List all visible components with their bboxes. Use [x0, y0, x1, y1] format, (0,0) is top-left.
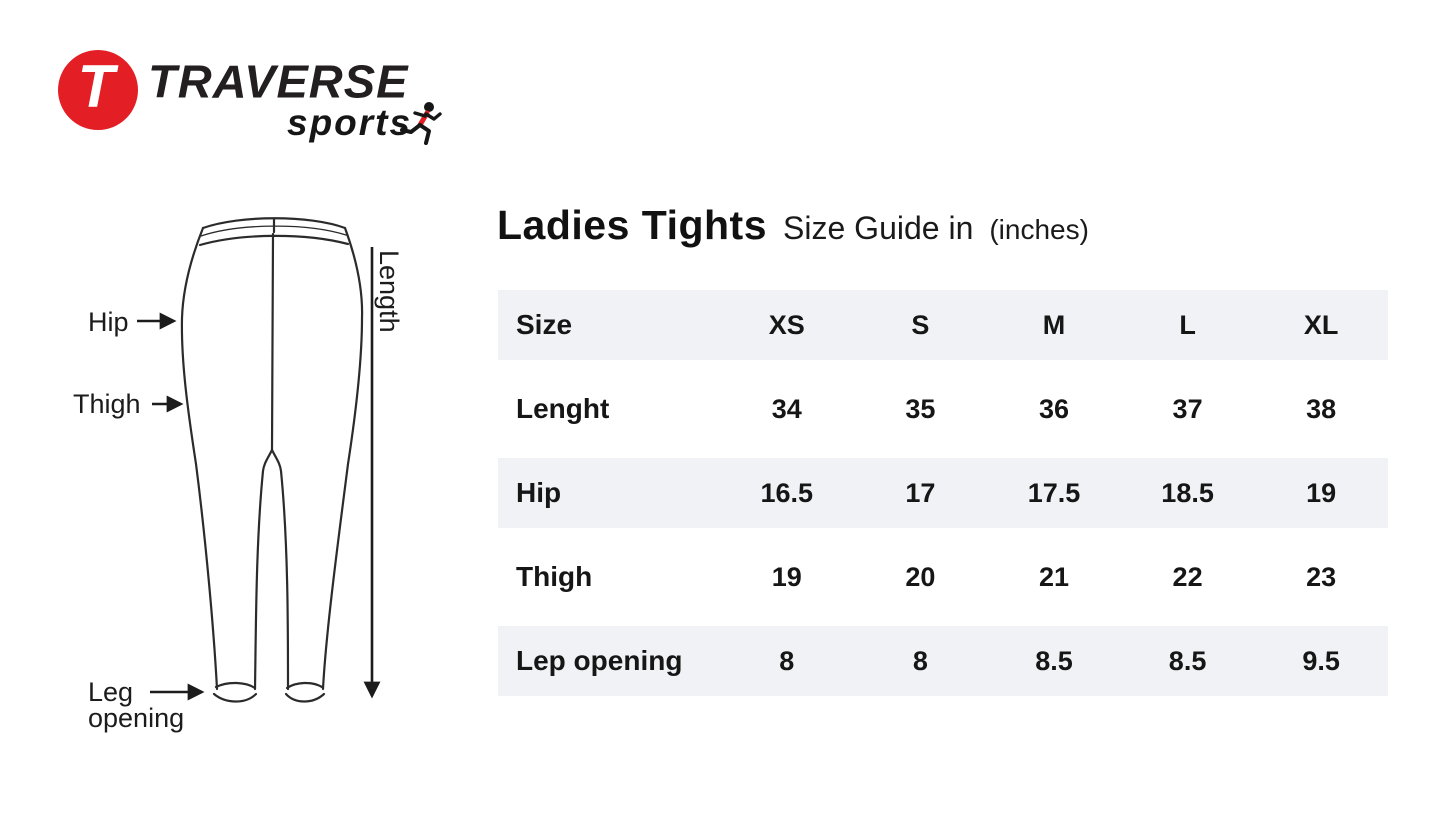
cell-value: 36 — [1038, 393, 1069, 424]
table-row-length: Lenght 34 35 36 37 38 — [498, 374, 1388, 444]
cell-value: 16.5 — [720, 458, 854, 528]
cell-value: 22 — [1172, 561, 1203, 592]
row-label: Hip — [498, 458, 720, 528]
column-header-l: L — [1120, 290, 1255, 360]
logo-mark: T — [58, 50, 138, 130]
tights-outline — [180, 217, 364, 703]
column-header-xl: XL — [1254, 290, 1388, 360]
row-label: Thigh — [516, 561, 593, 592]
brand-subtitle: sports — [287, 102, 413, 143]
leg-opening-label-line2: opening — [88, 703, 184, 733]
thigh-label: Thigh — [73, 389, 141, 419]
cell-value: 23 — [1306, 561, 1337, 592]
cell-value: 8 — [853, 626, 988, 696]
cell-value: 37 — [1172, 393, 1203, 424]
table-row-thigh: Thigh 19 20 21 22 23 — [498, 542, 1388, 612]
size-table: Size XS S M L XL Lenght 34 35 36 37 38 H… — [498, 276, 1388, 710]
cell-value: 8.5 — [987, 626, 1121, 696]
column-header-xs: XS — [720, 290, 854, 360]
cell-value: 9.5 — [1254, 626, 1388, 696]
tights-diagram: Hip Thigh Leg opening Length — [73, 217, 404, 733]
brand-logo: T TRAVERSE sports — [0, 0, 470, 170]
cell-value: 8 — [720, 626, 854, 696]
leg-opening-label-line1: Leg — [88, 677, 133, 707]
logo-letter: T — [77, 53, 115, 120]
runner-icon — [400, 102, 442, 145]
unit-label: (inches) — [989, 214, 1089, 245]
column-header-size: Size — [498, 290, 720, 360]
cell-value: 19 — [1254, 458, 1388, 528]
length-label: Length — [374, 250, 404, 333]
row-label: Lenght — [516, 393, 610, 424]
cell-value: 8.5 — [1120, 626, 1255, 696]
brand-name: TRAVERSE — [148, 55, 409, 108]
cell-value: 18.5 — [1120, 458, 1255, 528]
table-row-hip: Hip 16.5 17 17.5 18.5 19 — [498, 458, 1388, 528]
table-header-row: Size XS S M L XL — [498, 290, 1388, 360]
cell-value: 35 — [905, 393, 936, 424]
table-row-leg-opening: Lep opening 8 8 8.5 8.5 9.5 — [498, 626, 1388, 696]
column-header-m: M — [987, 290, 1121, 360]
hip-label: Hip — [88, 307, 129, 337]
cell-value: 17.5 — [987, 458, 1121, 528]
row-label: Lep opening — [498, 626, 720, 696]
cell-value: 17 — [853, 458, 988, 528]
cell-value: 19 — [771, 561, 802, 592]
cell-value: 38 — [1306, 393, 1337, 424]
page-title: Ladies Tights — [497, 202, 768, 248]
page-header: Ladies Tights Size Guide in (inches) — [497, 202, 1089, 249]
size-guide-label: Size Guide in — [783, 210, 974, 246]
cell-value: 21 — [1038, 561, 1069, 592]
cell-value: 20 — [905, 561, 936, 592]
cell-value: 34 — [771, 393, 802, 424]
column-header-s: S — [853, 290, 988, 360]
